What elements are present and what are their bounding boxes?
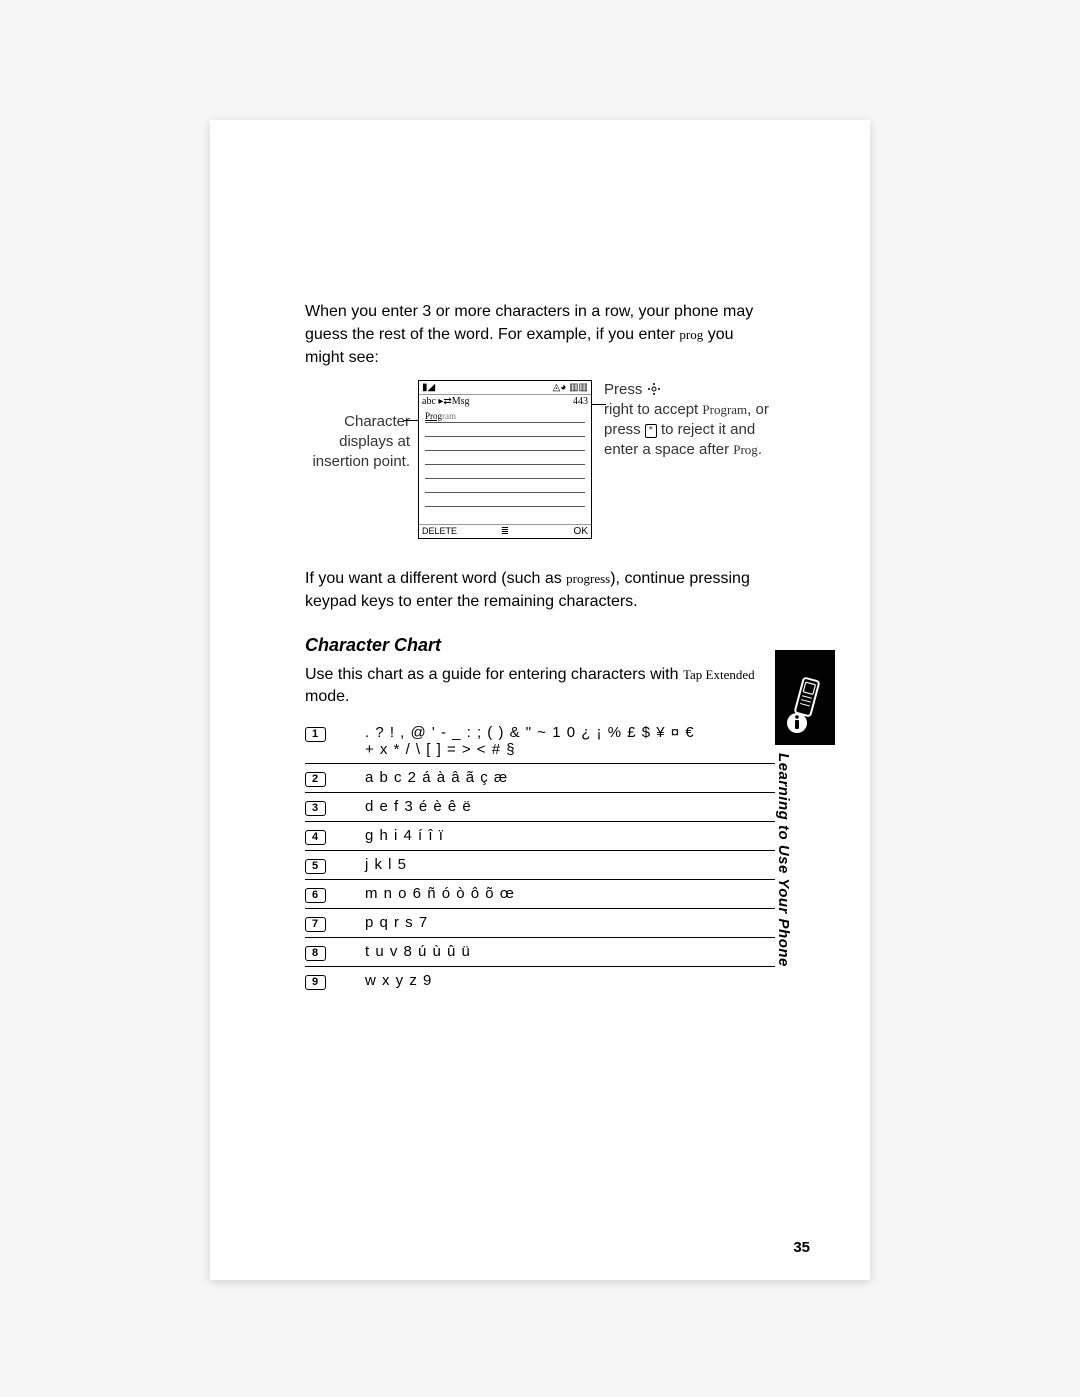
- nav-key-icon: [647, 382, 661, 396]
- chart-key-cell: 1: [305, 719, 353, 764]
- text-line-1: Program: [425, 409, 585, 423]
- period: .: [758, 441, 762, 458]
- text-line: [425, 423, 585, 437]
- chart-key-cell: 4: [305, 821, 353, 850]
- softkey-bar: DELETE ≣ OK: [419, 524, 591, 538]
- text-line: [425, 465, 585, 479]
- ci-mode: Tap Extended: [683, 667, 755, 682]
- softkey-menu-icon: ≣: [495, 526, 515, 537]
- screen-title-bar: abc ▸⇄Msg 443: [419, 395, 591, 408]
- chart-key-cell: 5: [305, 850, 353, 879]
- softkey-ok: OK: [515, 525, 591, 538]
- chart-key-cell: 9: [305, 966, 353, 995]
- word-progress: progress: [566, 571, 610, 586]
- text-line: [425, 493, 585, 507]
- chart-chars-cell: d e f 3 é è ê ë: [353, 792, 775, 821]
- chart-chars-cell: a b c 2 á à â ã ç æ: [353, 763, 775, 792]
- press-label: Press: [604, 381, 647, 398]
- annotation-leader-left: [404, 420, 418, 421]
- text-line: [425, 437, 585, 451]
- character-chart-table: 1 . ? ! , @ ' - _ : ; ( ) & " ~ 1 0 ¿ ¡ %…: [305, 719, 775, 995]
- chart-chars-cell: p q r s 7: [353, 908, 775, 937]
- chart-row: 7 p q r s 7: [305, 908, 775, 937]
- word-program: Program: [702, 402, 747, 417]
- keycap-icon: 6: [305, 888, 326, 903]
- softkey-delete: DELETE: [419, 525, 495, 537]
- keycap-icon: 1: [305, 727, 326, 742]
- chart-chars-cell: . ? ! , @ ' - _ : ; ( ) & " ~ 1 0 ¿ ¡ % …: [353, 719, 775, 764]
- keycap-icon: 9: [305, 975, 326, 990]
- side-tab-black: [775, 650, 835, 745]
- chart-row: 8 t u v 8 ú ù û ü: [305, 937, 775, 966]
- keycap-icon: 3: [305, 801, 326, 816]
- chart-key-cell: 6: [305, 879, 353, 908]
- content-column: When you enter 3 or more characters in a…: [305, 300, 775, 995]
- intro-paragraph: When you enter 3 or more characters in a…: [305, 300, 775, 370]
- phone-info-icon: [783, 677, 827, 737]
- chart-row: 5 j k l 5: [305, 850, 775, 879]
- word-prog-2: Prog: [733, 442, 758, 457]
- keycap-icon: 2: [305, 772, 326, 787]
- screen-body: Program: [419, 408, 591, 524]
- chart-key-cell: 8: [305, 937, 353, 966]
- chart-key-cell: 7: [305, 908, 353, 937]
- star-key-icon: *: [645, 424, 657, 438]
- chart-row: 9 w x y z 9: [305, 966, 775, 995]
- side-tab: Learning to Use Your Phone: [775, 650, 835, 1160]
- text-line: [425, 479, 585, 493]
- annotation-leader-right: [592, 404, 606, 405]
- screen-diagram: Character displays at insertion point. ▮…: [305, 380, 775, 539]
- manual-page: When you enter 3 or more characters in a…: [210, 120, 870, 1280]
- keycap-icon: 4: [305, 830, 326, 845]
- status-left: ▮◢: [422, 382, 435, 393]
- chart-heading: Character Chart: [305, 635, 775, 656]
- chart-key-cell: 3: [305, 792, 353, 821]
- chart-chars-cell: m n o 6 ñ ó ò ô õ œ: [353, 879, 775, 908]
- chart-row: 1 . ? ! , @ ' - _ : ; ( ) & " ~ 1 0 ¿ ¡ %…: [305, 719, 775, 764]
- left-annotation: Character displays at insertion point.: [305, 380, 410, 473]
- chart-chars-cell: j k l 5: [353, 850, 775, 879]
- keycap-icon: 7: [305, 917, 326, 932]
- chart-intro: Use this chart as a guide for entering c…: [305, 664, 775, 709]
- suggested-text: ram: [442, 411, 456, 421]
- right-accept: right to accept: [604, 401, 702, 418]
- ci-before: Use this chart as a guide for entering c…: [305, 666, 683, 683]
- chart-chars-cell: w x y z 9: [353, 966, 775, 995]
- keycap-icon: 5: [305, 859, 326, 874]
- typed-text: Prog: [425, 411, 442, 421]
- page-number: 35: [793, 1239, 810, 1256]
- phone-screen-mock: ▮◢ ◬◕ ▥▥ abc ▸⇄Msg 443 Program: [418, 380, 592, 539]
- chart-chars-cell: t u v 8 ú ù û ü: [353, 937, 775, 966]
- intro-prog: prog: [679, 327, 703, 342]
- right-annotation: Press right to accept Program, or press …: [600, 380, 775, 461]
- screen-wrapper: ▮◢ ◬◕ ▥▥ abc ▸⇄Msg 443 Program: [410, 380, 600, 539]
- p2-before: If you want a different word (such as: [305, 570, 566, 587]
- different-word-paragraph: If you want a different word (such as pr…: [305, 567, 775, 613]
- keycap-icon: 8: [305, 946, 326, 961]
- side-tab-label: Learning to Use Your Phone: [775, 745, 812, 977]
- chart-row: 2 a b c 2 á à â ã ç æ: [305, 763, 775, 792]
- text-line: [425, 451, 585, 465]
- status-right: ◬◕ ▥▥: [553, 382, 588, 393]
- chart-key-cell: 2: [305, 763, 353, 792]
- chart-row: 3 d e f 3 é è ê ë: [305, 792, 775, 821]
- screen-mode: abc ▸⇄Msg: [422, 396, 470, 407]
- screen-counter: 443: [573, 396, 588, 407]
- chart-chars-cell: g h i 4 í î ï: [353, 821, 775, 850]
- chart-row: 6 m n o 6 ñ ó ò ô õ œ: [305, 879, 775, 908]
- ci-after: mode.: [305, 688, 349, 705]
- chart-row: 4 g h i 4 í î ï: [305, 821, 775, 850]
- screen-status-bar: ▮◢ ◬◕ ▥▥: [419, 381, 591, 395]
